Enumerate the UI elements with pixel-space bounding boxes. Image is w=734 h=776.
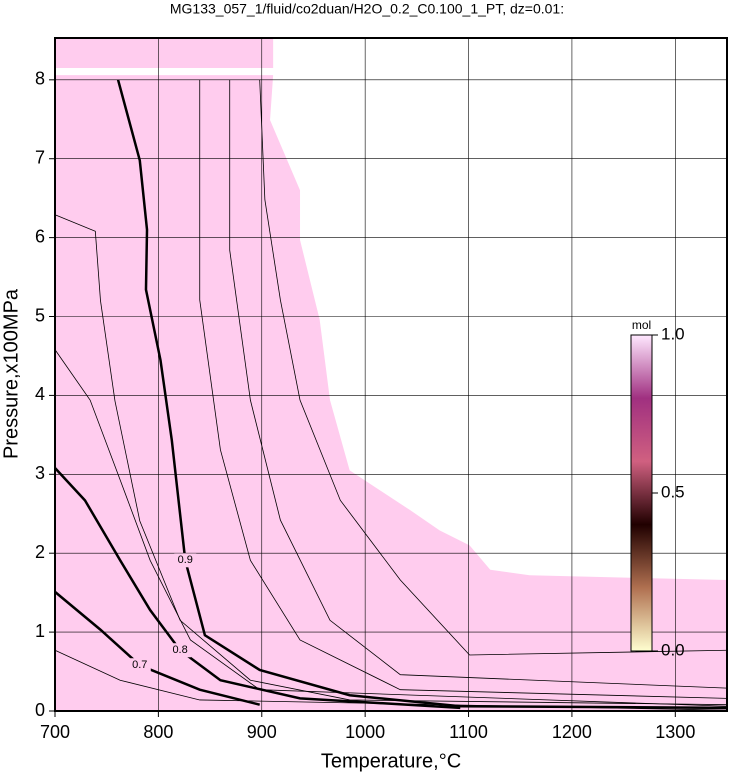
colorbar-tick-label: 0.0 (661, 640, 685, 659)
x-tick-label: 900 (247, 722, 277, 742)
x-tick-label: 800 (143, 722, 173, 742)
contour-line (54, 349, 728, 707)
chart-title: MG133_057_1/fluid/co2duan/H2O_0.2_C0.100… (170, 1, 564, 17)
contour-label: 0.7 (132, 659, 147, 671)
contour-line (229, 79, 728, 689)
x-tick-label: 700 (40, 722, 70, 742)
contour-line (54, 467, 461, 710)
y-tick-label: 2 (35, 542, 45, 562)
contour-line (259, 79, 728, 656)
contour-label-bg (174, 553, 197, 568)
y-tick-label: 0 (35, 700, 45, 720)
colorbar (630, 334, 653, 652)
x-tick-label: 1100 (449, 722, 488, 742)
x-tick-label: 1300 (655, 722, 695, 742)
colorbar-tick-label: 0.5 (661, 482, 685, 501)
y-axis-label: Pressure,x100MPa (0, 288, 22, 459)
contour-line (199, 79, 728, 699)
x-tick-label: 1000 (345, 722, 385, 742)
contour-line (54, 649, 728, 711)
plot-frame (54, 37, 728, 712)
contour-line (116, 79, 728, 710)
y-tick-label: 3 (35, 463, 45, 483)
contour-label: 0.9 (178, 554, 193, 566)
y-tick-label: 5 (35, 305, 45, 325)
x-tick-label: 1200 (552, 722, 592, 742)
contour-line (54, 214, 728, 706)
stable-region (55, 38, 274, 68)
stable-region (55, 75, 727, 712)
contour-label: 0.8 (172, 644, 187, 656)
colorbar-label: mol (632, 318, 651, 332)
x-axis-label: Temperature,°C (321, 750, 461, 772)
contour-label-bg (169, 643, 192, 658)
colorbar-tick-label: 1.0 (661, 324, 685, 343)
y-tick-label: 8 (35, 69, 45, 89)
y-tick-label: 4 (35, 384, 45, 404)
contour-label-bg (128, 658, 151, 673)
y-tick-label: 7 (35, 147, 45, 167)
y-tick-label: 6 (35, 226, 45, 246)
y-tick-label: 1 (35, 621, 45, 641)
